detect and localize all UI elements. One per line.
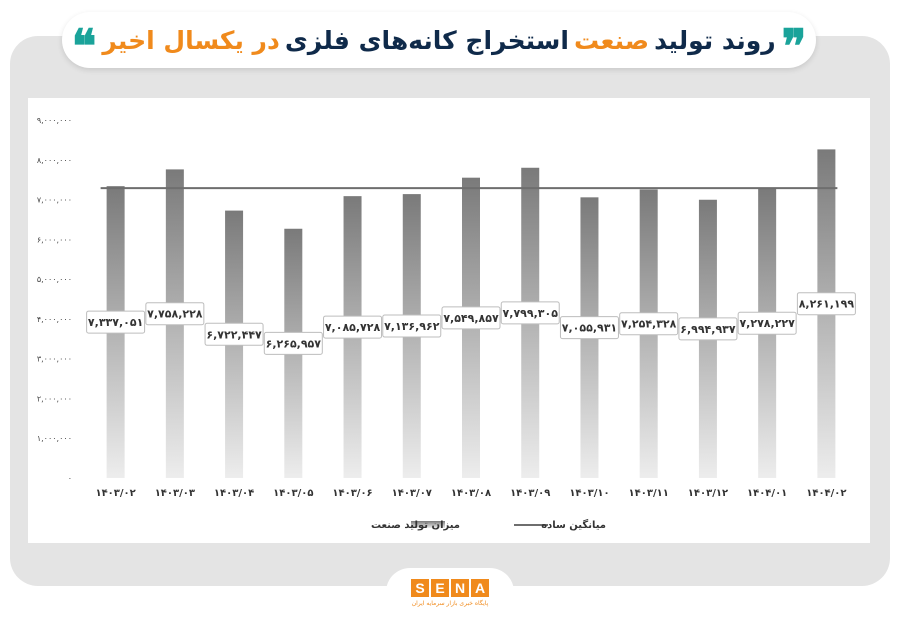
data-label-box (145, 302, 205, 326)
data-label-box (204, 322, 264, 346)
data-label-box (323, 315, 383, 339)
data-label: ۷,۷۹۹,۳۰۵ (503, 307, 559, 320)
x-tick-label: ۱۴۰۳/۰۸ (451, 488, 491, 499)
legend-bar-label: میزان تولید صنعت (371, 520, 460, 531)
legend: میزان تولید صنعت میانگین ساده (371, 518, 606, 531)
x-tick-label: ۱۴۰۳/۰۳ (155, 488, 195, 499)
logo-letter: E (431, 579, 449, 597)
close-quote-icon: ❝ (71, 19, 97, 73)
y-tick-label: ۳,۰۰۰,۰۰۰ (37, 355, 72, 364)
data-label-box (263, 331, 323, 355)
title-part-1: روند تولید (654, 25, 776, 55)
data-label: ۷,۰۵۵,۹۳۱ (562, 322, 617, 335)
y-tick-label: ۹,۰۰۰,۰۰۰ (37, 116, 72, 125)
title-part-4: در یکسال اخیر (102, 25, 280, 55)
x-tick-label: ۱۴۰۴/۰۲ (806, 488, 846, 499)
data-label: ۷,۳۳۷,۰۵۱ (88, 316, 143, 329)
x-tick-label: ۱۴۰۳/۱۲ (688, 488, 728, 499)
data-label-box (678, 317, 738, 341)
data-label-box (619, 312, 679, 336)
x-tick-label: ۱۴۰۳/۰۶ (332, 488, 372, 499)
x-tick-label: ۱۴۰۳/۰۹ (510, 488, 550, 499)
x-tick-label: ۱۴۰۴/۰۱ (747, 488, 787, 499)
x-tick-label: ۱۴۰۳/۰۵ (273, 488, 313, 499)
x-tick-label: ۱۴۰۳/۱۰ (569, 488, 609, 499)
logo-letter: N (451, 579, 469, 597)
logo-letter: S (411, 579, 429, 597)
data-label-box (382, 314, 442, 338)
x-tick-label: ۱۴۰۳/۰۷ (392, 488, 432, 499)
data-label: ۶,۲۶۵,۹۵۷ (266, 337, 322, 350)
logo-letter: A (471, 579, 489, 597)
data-label: ۶,۷۲۲,۴۴۷ (206, 328, 262, 341)
data-label-box (500, 301, 560, 325)
title-banner: ❞ روند تولید صنعت استخراج کانه‌های فلزی … (62, 12, 816, 73)
data-label-box (796, 292, 856, 316)
production-chart: ۰ ۱,۰۰۰,۰۰۰ ۲,۰۰۰,۰۰۰ ۳,۰۰۰,۰۰۰ ۴,۰۰۰,۰۰۰ ۵,۰… (37, 116, 856, 531)
logo-subtitle: پایگاه خبری بازار سرمایه ایران (411, 600, 489, 607)
data-label: ۸,۲۶۱,۱۹۹ (799, 298, 855, 311)
data-label: ۶,۹۹۴,۹۳۷ (680, 323, 736, 336)
data-label-box (559, 316, 619, 340)
y-tick-label: ۴,۰۰۰,۰۰۰ (37, 315, 72, 324)
title-part-3: استخراج کانه‌های فلزی (284, 25, 569, 55)
y-tick-label: ۸,۰۰۰,۰۰۰ (37, 156, 72, 165)
y-axis: ۰ ۱,۰۰۰,۰۰۰ ۲,۰۰۰,۰۰۰ ۳,۰۰۰,۰۰۰ ۴,۰۰۰,۰۰۰ ۵,۰… (37, 116, 72, 483)
sena-logo: S E N A پایگاه خبری بازار سرمایه ایران (386, 568, 514, 618)
y-tick-label: ۶,۰۰۰,۰۰۰ (37, 235, 72, 244)
x-tick-label: ۱۴۰۳/۱۱ (629, 488, 669, 499)
x-tick-label: ۱۴۰۳/۰۲ (95, 488, 135, 499)
open-quote-icon: ❞ (781, 19, 807, 73)
data-label: ۷,۵۴۹,۸۵۷ (443, 312, 499, 325)
y-tick-label: ۰ (68, 474, 72, 483)
chart-card: ۰ ۱,۰۰۰,۰۰۰ ۲,۰۰۰,۰۰۰ ۳,۰۰۰,۰۰۰ ۴,۰۰۰,۰۰۰ ۵,۰… (28, 98, 870, 543)
legend-bar-swatch (411, 521, 445, 528)
y-tick-label: ۷,۰۰۰,۰۰۰ (37, 196, 72, 205)
data-label-box (441, 306, 501, 330)
x-axis: ۱۴۰۳/۰۲ ۱۴۰۳/۰۳ ۱۴۰۳/۰۴ ۱۴۰۳/۰۵ ۱۴۰۳/۰۶ ۱۴۰۳/… (95, 488, 846, 499)
data-label: ۷,۲۷۸,۲۲۷ (739, 317, 795, 330)
y-tick-label: ۱,۰۰۰,۰۰۰ (37, 434, 72, 443)
y-tick-label: ۵,۰۰۰,۰۰۰ (37, 275, 72, 284)
data-label: ۷,۲۵۴,۳۲۸ (621, 318, 677, 331)
data-label: ۷,۱۳۶,۹۶۲ (384, 320, 440, 333)
y-tick-label: ۲,۰۰۰,۰۰۰ (37, 394, 72, 403)
data-label: ۷,۰۸۵,۷۲۸ (325, 321, 381, 334)
legend-average-label: میانگین ساده (541, 518, 606, 531)
data-label-box (86, 310, 146, 334)
data-label: ۷,۷۵۸,۲۲۸ (147, 308, 203, 321)
x-tick-label: ۱۴۰۳/۰۴ (214, 488, 254, 499)
title-part-2: صنعت (574, 25, 649, 55)
bars (106, 149, 836, 478)
data-label-box (737, 311, 797, 335)
